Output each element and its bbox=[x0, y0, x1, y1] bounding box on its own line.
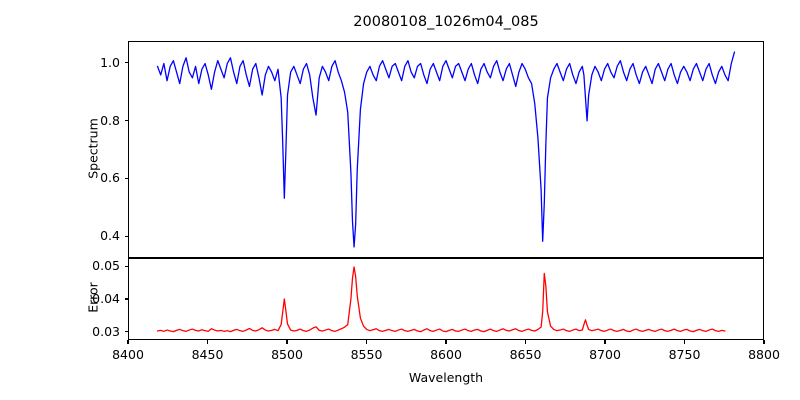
wavelength-xtick-mark bbox=[763, 340, 765, 344]
spectrum-ytick-label: 0.8 bbox=[100, 112, 120, 128]
error-axes bbox=[128, 258, 764, 340]
spectrum-ytick-label: 1.0 bbox=[100, 54, 120, 70]
spectrum-ytick-label: 0.4 bbox=[100, 228, 120, 244]
error-ytick-label: 0.03 bbox=[92, 323, 120, 339]
wavelength-axis-label: Wavelength bbox=[408, 370, 484, 385]
wavelength-xtick-label: 8600 bbox=[430, 347, 462, 362]
error-ytick-label: 0.05 bbox=[92, 258, 120, 274]
spectrum-axis-label: Spectrum bbox=[85, 117, 101, 179]
wavelength-xtick-label: 8550 bbox=[350, 347, 383, 362]
spectrum-axes bbox=[128, 41, 764, 258]
wavelength-xtick-label: 8450 bbox=[191, 347, 224, 362]
spectrum-ytick-mark bbox=[124, 177, 128, 179]
error-plot-area bbox=[156, 266, 726, 333]
wavelength-xtick-mark bbox=[127, 340, 129, 344]
spectrum-ytick-mark bbox=[124, 120, 128, 122]
wavelength-xtick-label: 8500 bbox=[271, 347, 303, 362]
page-title: 20080108_1026m04_085 bbox=[353, 14, 539, 30]
spectrum-ytick-mark bbox=[124, 235, 128, 237]
error-axis-label: Error bbox=[85, 282, 101, 313]
wavelength-xtick-label: 8800 bbox=[748, 347, 780, 362]
error-ytick-label: 0.04 bbox=[92, 291, 120, 306]
spectrum-ytick-label: 0.6 bbox=[100, 170, 120, 186]
wavelength-xtick-mark bbox=[524, 340, 527, 344]
wavelength-xtick-label: 8400 bbox=[112, 347, 144, 362]
wavelength-xtick-mark bbox=[206, 340, 209, 344]
wavelength-xtick-mark bbox=[286, 340, 288, 344]
wavelength-xtick-label: 8650 bbox=[509, 347, 542, 362]
wavelength-xtick-mark bbox=[365, 340, 368, 344]
spectrum-ytick-mark bbox=[124, 62, 128, 64]
wavelength-xtick-label: 8750 bbox=[668, 347, 701, 362]
spectrum-data-line bbox=[156, 51, 736, 248]
spectrum-plot-area bbox=[156, 51, 736, 248]
error-ytick-mark bbox=[124, 298, 128, 300]
error-ytick-mark bbox=[124, 331, 128, 333]
wavelength-xtick-mark bbox=[604, 340, 606, 344]
error-ytick-mark bbox=[124, 265, 128, 267]
wavelength-xtick-label: 8700 bbox=[589, 347, 621, 362]
wavelength-xtick-mark bbox=[445, 340, 447, 344]
wavelength-xtick-mark bbox=[683, 340, 686, 344]
error-data-line bbox=[156, 266, 726, 333]
